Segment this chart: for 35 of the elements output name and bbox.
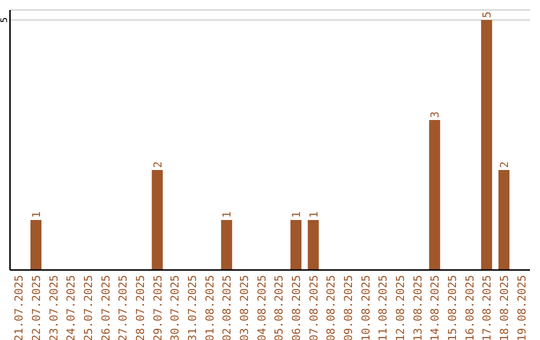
bar: [221, 220, 232, 270]
x-tick-label: 10.08.2025: [359, 275, 372, 340]
x-tick-label: 12.08.2025: [394, 275, 407, 340]
data-label: 3: [428, 111, 442, 118]
x-tick-label: 13.08.2025: [411, 275, 424, 340]
x-tick-label: 23.07.2025: [47, 275, 60, 340]
x-tick-label: 24.07.2025: [64, 275, 78, 340]
bar: [498, 170, 510, 270]
x-tick-label: 28.07.2025: [134, 275, 147, 340]
data-label: 5: [480, 11, 494, 18]
data-label: 2: [151, 161, 164, 168]
data-label: 1: [220, 211, 234, 218]
x-tick-label: 16.08.2025: [463, 275, 476, 340]
x-tick-label: 11.08.2025: [376, 275, 390, 340]
x-tick-label: 29.07.2025: [151, 275, 164, 340]
x-tick-label: 15.08.2025: [446, 275, 459, 340]
x-tick-label: 14.08.2025: [428, 275, 442, 340]
data-label: 1: [290, 211, 303, 218]
bar: [481, 20, 492, 270]
x-tick-label: 27.07.2025: [116, 275, 130, 340]
data-label: 1: [307, 211, 320, 218]
data-label: 2: [498, 161, 511, 168]
x-tick-label: 19.08.2025: [515, 275, 528, 340]
x-tick-label: 26.07.2025: [99, 275, 112, 340]
x-tick-label: 25.07.2025: [82, 275, 95, 340]
bar: [290, 220, 302, 270]
x-tick-label: 17.08.2025: [480, 275, 494, 340]
bar: [429, 120, 440, 270]
x-tick-label: 21.07.2025: [12, 275, 26, 340]
data-label: 1: [30, 211, 43, 218]
bar: [308, 220, 319, 270]
x-tick-label: 22.07.2025: [30, 275, 43, 340]
x-tick-label: 18.08.2025: [498, 275, 511, 340]
bar: [152, 170, 163, 270]
bar: [30, 220, 42, 270]
